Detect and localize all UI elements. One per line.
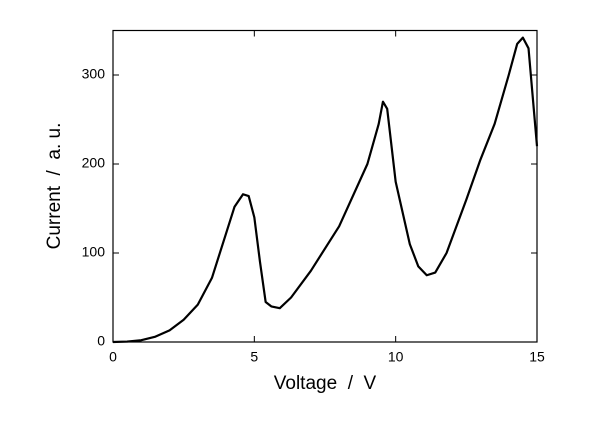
x-tick-label: 0: [109, 349, 117, 365]
plot-frame: [112, 29, 538, 343]
x-axis-label: Voltage / V: [274, 373, 377, 394]
y-tick-label: 100: [82, 244, 106, 260]
x-tick-label: 10: [388, 349, 404, 365]
x-tick-label: 15: [529, 349, 545, 365]
y-axis-label: Current / a. u.: [44, 123, 65, 250]
y-tick-label: 0: [97, 333, 105, 349]
y-tick-label: 300: [82, 66, 106, 82]
data-line: [112, 36, 539, 344]
y-tick-label: 200: [82, 155, 106, 171]
x-tick-label: 5: [250, 349, 258, 365]
